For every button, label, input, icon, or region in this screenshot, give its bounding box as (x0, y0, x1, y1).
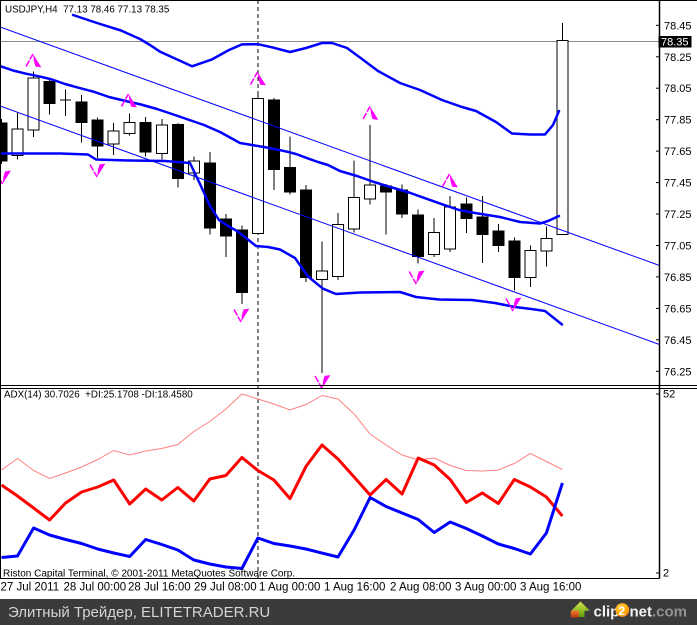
svg-text:76.25: 76.25 (664, 366, 692, 378)
svg-text:77.05: 77.05 (664, 241, 692, 253)
svg-text:1 Aug 16:00: 1 Aug 16:00 (324, 582, 385, 594)
svg-text:77.45: 77.45 (664, 178, 692, 190)
svg-text:52: 52 (663, 389, 675, 401)
svg-text:27 Jul 2011: 27 Jul 2011 (1, 582, 60, 594)
svg-text:2 Aug 08:00: 2 Aug 08:00 (390, 582, 451, 594)
svg-text:28 Jul 16:00: 28 Jul 16:00 (128, 582, 191, 594)
svg-text:3 Aug 00:00: 3 Aug 00:00 (455, 582, 516, 594)
svg-text:2: 2 (663, 568, 669, 580)
svg-text:77.85: 77.85 (664, 115, 692, 127)
svg-text:29 Jul 08:00: 29 Jul 08:00 (194, 582, 257, 594)
svg-text:USDJPY,H4 77.13 78.46 77.13 7: USDJPY,H4 77.13 78.46 77.13 78.35 (5, 5, 170, 16)
svg-text:1 Aug 00:00: 1 Aug 00:00 (259, 582, 320, 594)
svg-text:78.35: 78.35 (661, 37, 689, 49)
svg-text:78.45: 78.45 (664, 20, 692, 32)
svg-text:.com: .com (652, 604, 687, 621)
svg-text:76.45: 76.45 (664, 335, 692, 347)
svg-text:77.65: 77.65 (664, 146, 692, 158)
svg-text:Riston Capital Terminal, © 200: Riston Capital Terminal, © 2001-2011 Met… (3, 569, 295, 580)
svg-text:76.85: 76.85 (664, 272, 692, 284)
svg-text:net: net (630, 604, 653, 621)
svg-text:78.05: 78.05 (664, 83, 692, 95)
svg-text:Элитный Трейдер, ELITETRADER.R: Элитный Трейдер, ELITETRADER.RU (8, 604, 270, 621)
svg-text:2: 2 (619, 606, 625, 618)
svg-text:clip: clip (594, 604, 620, 621)
svg-text:3 Aug 16:00: 3 Aug 16:00 (520, 582, 581, 594)
svg-text:28 Jul 00:00: 28 Jul 00:00 (64, 582, 127, 594)
svg-text:76.65: 76.65 (664, 303, 692, 315)
svg-text:78.25: 78.25 (664, 52, 692, 64)
svg-text:77.25: 77.25 (664, 209, 692, 221)
svg-text:ADX(14) 30.7026 +DI:25.1708 -: ADX(14) 30.7026 +DI:25.1708 -DI:18.4580 (4, 390, 193, 401)
